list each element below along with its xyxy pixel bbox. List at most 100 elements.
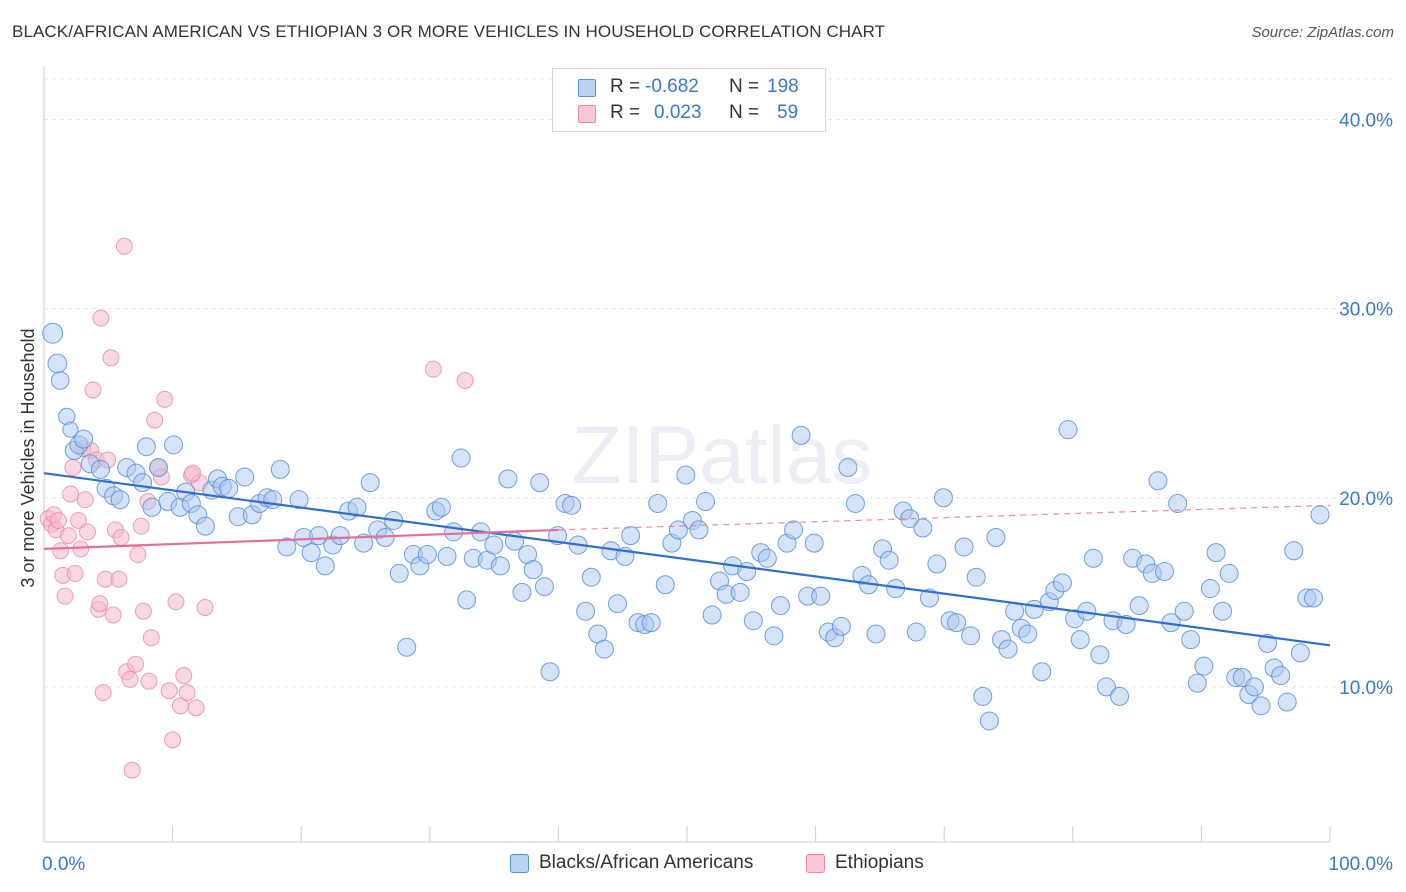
black-african-american-point — [1206, 543, 1226, 563]
y-tick-label: 10.0% — [1339, 678, 1393, 699]
black-african-american-point — [417, 545, 437, 565]
ethiopian-point — [178, 684, 196, 702]
correlation-legend: R = -0.682 N = 198 R = 0.023 N = 59 — [552, 68, 826, 132]
ethiopian-point — [132, 517, 150, 535]
black-african-american-point — [309, 526, 329, 546]
legend-n-value: 198 — [767, 76, 799, 97]
ethiopian-point — [110, 570, 128, 588]
ethiopian-point — [62, 485, 80, 503]
black-african-american-point — [770, 596, 790, 616]
ethiopians-trend-extension — [558, 504, 1331, 531]
black-african-american-point — [607, 594, 627, 614]
chart-source: Source: ZipAtlas.com — [1251, 24, 1394, 41]
legend-r-label: R = — [610, 76, 641, 97]
legend-n-label: N = — [729, 76, 760, 97]
black-african-american-point — [1155, 562, 1175, 582]
legend-row-ethiopians: R = 0.023 N = 59 — [553, 99, 825, 129]
black-african-american-point — [289, 490, 309, 510]
black-african-american-point — [562, 495, 582, 515]
ethiopian-point — [78, 523, 96, 541]
black-african-american-point — [1271, 666, 1291, 686]
black-african-american-point — [1219, 563, 1239, 583]
black-african-american-point — [1018, 624, 1038, 644]
black-african-american-point — [689, 520, 709, 540]
black-african-american-point — [1303, 588, 1323, 608]
black-african-american-point — [831, 616, 851, 636]
black-african-american-point — [1181, 630, 1201, 650]
legend-swatch-blue — [510, 854, 529, 873]
ethiopian-point — [112, 528, 130, 546]
black-african-american-point — [811, 586, 831, 606]
black-african-american-point — [354, 533, 374, 553]
black-african-american-point — [1129, 596, 1149, 616]
ethiopian-point — [94, 684, 112, 702]
ethiopian-point — [142, 629, 160, 647]
black-african-american-point — [784, 520, 804, 540]
black-african-american-point — [845, 493, 865, 513]
black-african-american-point — [947, 613, 967, 633]
black-african-american-point — [906, 622, 926, 642]
ethiopian-point — [91, 595, 109, 613]
black-african-american-point — [1032, 662, 1052, 682]
ethiopian-point — [102, 349, 120, 367]
black-african-american-point — [1083, 548, 1103, 568]
black-african-american-point — [490, 556, 510, 576]
ethiopian-point — [72, 540, 90, 558]
ethiopian-point — [456, 372, 474, 390]
legend-label: Blacks/African Americans — [539, 852, 754, 873]
legend-swatch-blue — [578, 79, 596, 97]
black-african-american-point — [74, 429, 94, 449]
black-african-american-point — [397, 637, 417, 657]
black-african-american-point — [1110, 686, 1130, 706]
ethiopian-point — [175, 667, 193, 685]
black-african-american-point — [1213, 601, 1233, 621]
black-african-american-point — [277, 537, 297, 557]
ethiopian-point — [160, 682, 178, 700]
black-african-american-point — [621, 526, 641, 546]
ethiopian-point — [92, 309, 110, 327]
black-african-american-point — [954, 537, 974, 557]
black-african-american-point — [90, 459, 110, 479]
black-african-american-point — [1244, 677, 1264, 697]
ethiopian-point — [121, 670, 139, 688]
ethiopian-point — [115, 237, 133, 255]
ethiopian-point — [140, 672, 158, 690]
black-african-american-point — [973, 686, 993, 706]
black-african-american-point — [1251, 696, 1271, 716]
black-african-american-point — [655, 575, 675, 595]
black-african-american-point — [270, 459, 290, 479]
black-african-american-point — [927, 554, 947, 574]
black-african-american-point — [1096, 677, 1116, 697]
black-african-american-point — [1194, 656, 1214, 676]
ethiopian-point — [84, 381, 102, 399]
ethiopian-point — [52, 542, 70, 560]
black-african-american-point — [648, 493, 668, 513]
black-african-american-point — [451, 448, 471, 468]
black-african-american-point — [444, 522, 464, 542]
black-african-american-point — [1174, 601, 1194, 621]
ethiopian-point — [64, 459, 82, 477]
black-african-american-point — [498, 469, 518, 489]
ethiopian-point — [134, 602, 152, 620]
black-african-american-point — [50, 371, 70, 390]
black-african-american-point — [315, 556, 335, 576]
legend-n-value: 59 — [777, 102, 799, 123]
legend-r-value: 0.023 — [654, 102, 702, 123]
x-tick-label: 100.0% — [1329, 854, 1394, 875]
black-african-american-point — [534, 577, 554, 597]
black-african-american-point — [730, 582, 750, 602]
black-african-american-point — [263, 490, 283, 510]
black-african-american-point — [330, 526, 350, 546]
black-african-american-point — [457, 590, 477, 610]
legend-swatch-pink — [578, 105, 596, 123]
ethiopian-point — [129, 546, 147, 564]
legend-label: Ethiopians — [835, 852, 924, 873]
black-african-american-point — [136, 437, 156, 457]
black-african-american-point — [866, 624, 886, 644]
black-african-american-point — [1116, 614, 1136, 634]
black-african-american-point — [961, 626, 981, 646]
y-axis-label: 3 or more Vehicles in Household — [18, 328, 38, 587]
y-tick-labels: 10.0% 20.0% 30.0% 40.0% — [1339, 111, 1393, 699]
black-african-american-point — [142, 497, 162, 517]
